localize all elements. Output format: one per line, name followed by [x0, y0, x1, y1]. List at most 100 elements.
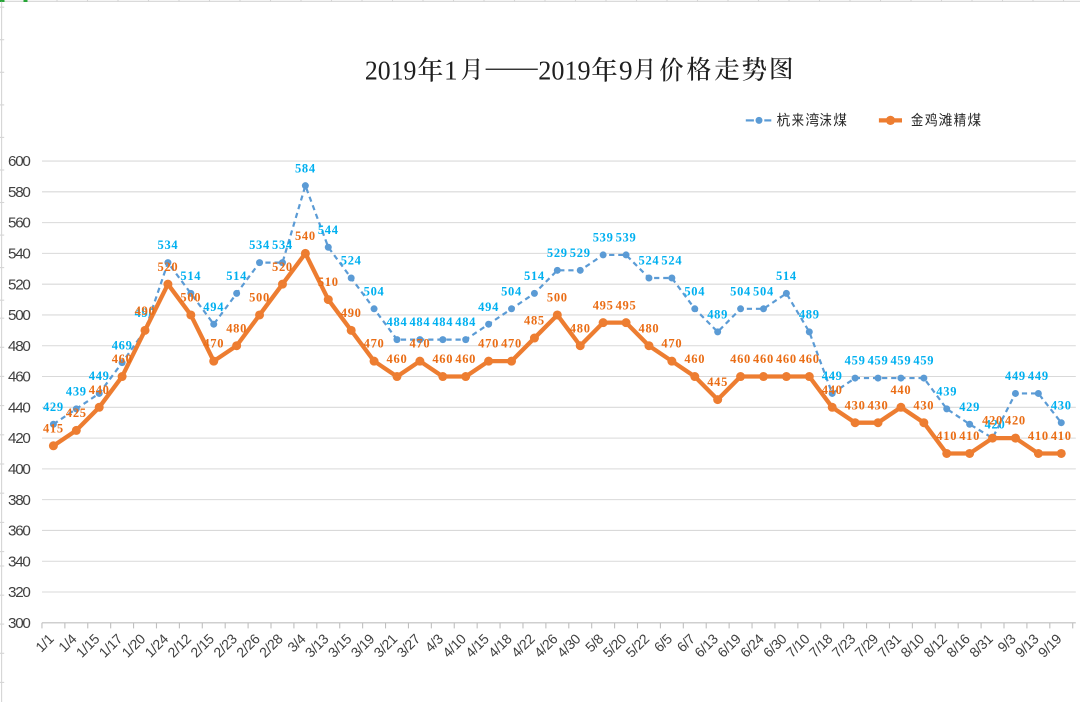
svg-text:485: 485	[524, 314, 545, 328]
svg-text:534: 534	[272, 238, 293, 252]
svg-text:449: 449	[1005, 369, 1026, 383]
svg-text:520: 520	[8, 276, 30, 293]
svg-text:480: 480	[639, 321, 660, 335]
svg-text:410: 410	[1051, 429, 1072, 443]
svg-text:529: 529	[570, 246, 591, 260]
svg-text:429: 429	[959, 400, 980, 414]
svg-text:504: 504	[684, 284, 705, 298]
svg-text:480: 480	[8, 338, 30, 355]
svg-text:524: 524	[341, 254, 362, 268]
svg-text:539: 539	[593, 231, 614, 245]
svg-text:420: 420	[8, 430, 30, 447]
svg-text:470: 470	[478, 337, 499, 351]
svg-text:469: 469	[112, 338, 133, 352]
svg-text:460: 460	[8, 369, 30, 386]
svg-text:580: 580	[8, 184, 30, 201]
svg-text:534: 534	[158, 238, 179, 252]
svg-text:480: 480	[570, 321, 591, 335]
svg-text:495: 495	[593, 298, 614, 312]
svg-text:410: 410	[1028, 429, 1049, 443]
svg-text:449: 449	[822, 369, 843, 383]
svg-text:500: 500	[180, 291, 201, 305]
svg-text:460: 460	[730, 352, 751, 366]
svg-text:470: 470	[501, 337, 522, 351]
svg-text:460: 460	[432, 352, 453, 366]
svg-text:480: 480	[226, 321, 247, 335]
svg-text:410: 410	[959, 429, 980, 443]
svg-text:540: 540	[295, 229, 316, 243]
svg-text:420: 420	[985, 418, 1006, 432]
svg-text:539: 539	[616, 231, 637, 245]
svg-text:529: 529	[547, 246, 568, 260]
svg-text:504: 504	[501, 284, 522, 298]
svg-text:400: 400	[8, 461, 30, 478]
svg-text:600: 600	[8, 153, 30, 170]
svg-text:504: 504	[753, 284, 774, 298]
svg-text:420: 420	[1005, 414, 1026, 428]
svg-text:520: 520	[272, 260, 293, 274]
svg-text:2019: 2019	[365, 55, 417, 85]
svg-text:459: 459	[868, 354, 889, 368]
svg-text:524: 524	[639, 254, 660, 268]
svg-text:439: 439	[66, 384, 87, 398]
svg-text:415: 415	[43, 421, 64, 435]
svg-text:470: 470	[364, 337, 385, 351]
svg-text:459: 459	[890, 354, 911, 368]
svg-text:460: 460	[112, 352, 133, 366]
svg-text:489: 489	[799, 307, 820, 321]
svg-text:430: 430	[913, 398, 934, 412]
svg-text:360: 360	[8, 523, 30, 540]
svg-text:459: 459	[913, 354, 934, 368]
svg-text:470: 470	[409, 337, 430, 351]
svg-text:490: 490	[341, 306, 362, 320]
svg-text:514: 514	[226, 269, 247, 283]
svg-text:340: 340	[8, 553, 30, 570]
svg-text:460: 460	[387, 352, 408, 366]
svg-text:430: 430	[845, 398, 866, 412]
svg-text:449: 449	[1028, 369, 1049, 383]
svg-text:460: 460	[799, 352, 820, 366]
svg-text:484: 484	[432, 315, 453, 329]
svg-text:425: 425	[66, 406, 87, 420]
svg-text:459: 459	[845, 354, 866, 368]
svg-text:534: 534	[249, 238, 270, 252]
svg-text:520: 520	[158, 260, 179, 274]
svg-text:440: 440	[89, 383, 110, 397]
svg-text:484: 484	[409, 315, 430, 329]
svg-text:500: 500	[8, 307, 30, 324]
svg-text:380: 380	[8, 492, 30, 509]
svg-text:495: 495	[616, 298, 637, 312]
svg-text:300: 300	[8, 615, 30, 632]
svg-text:460: 460	[455, 352, 476, 366]
svg-text:514: 514	[180, 269, 201, 283]
svg-text:504: 504	[730, 284, 751, 298]
svg-text:430: 430	[1051, 398, 1072, 412]
svg-text:320: 320	[8, 584, 30, 601]
svg-text:500: 500	[547, 291, 568, 305]
svg-text:439: 439	[936, 384, 957, 398]
svg-text:420: 420	[982, 414, 1003, 428]
svg-text:430: 430	[868, 398, 889, 412]
svg-text:2019: 2019	[538, 55, 590, 85]
svg-text:584: 584	[295, 161, 316, 175]
svg-text:449: 449	[89, 369, 110, 383]
svg-text:410: 410	[936, 429, 957, 443]
svg-text:445: 445	[707, 375, 728, 389]
svg-text:494: 494	[478, 300, 499, 314]
svg-text:470: 470	[661, 337, 682, 351]
svg-text:489: 489	[707, 307, 728, 321]
svg-text:514: 514	[524, 269, 545, 283]
svg-text:500: 500	[249, 291, 270, 305]
svg-text:504: 504	[364, 284, 385, 298]
svg-text:1: 1	[444, 55, 458, 85]
svg-text:514: 514	[776, 269, 797, 283]
svg-text:429: 429	[43, 400, 64, 414]
svg-text:494: 494	[203, 300, 224, 314]
svg-text:544: 544	[318, 223, 339, 237]
svg-text:9: 9	[619, 55, 633, 85]
svg-text:490: 490	[135, 304, 156, 318]
svg-text:460: 460	[684, 352, 705, 366]
svg-text:440: 440	[8, 399, 30, 416]
svg-text:560: 560	[8, 215, 30, 232]
svg-text:460: 460	[753, 352, 774, 366]
